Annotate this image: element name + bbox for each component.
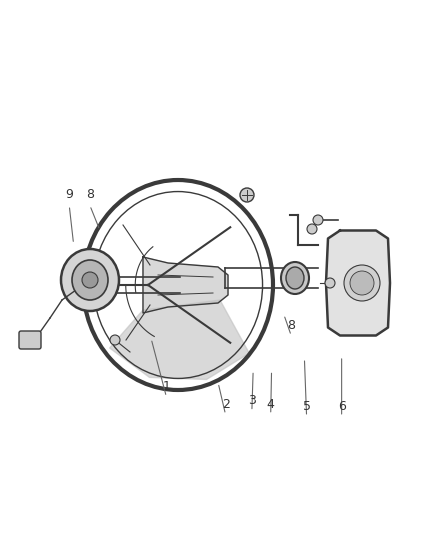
Text: 6: 6 (338, 400, 346, 413)
Circle shape (350, 271, 374, 295)
Circle shape (307, 224, 317, 234)
Polygon shape (326, 230, 390, 335)
Circle shape (240, 188, 254, 202)
Ellipse shape (61, 249, 119, 311)
FancyBboxPatch shape (19, 331, 41, 349)
Circle shape (325, 278, 335, 288)
Text: 8: 8 (86, 188, 94, 201)
Ellipse shape (286, 267, 304, 289)
Circle shape (313, 215, 323, 225)
Circle shape (344, 265, 380, 301)
Text: 9: 9 (65, 188, 73, 201)
Ellipse shape (72, 260, 108, 300)
Circle shape (110, 335, 120, 345)
Text: 1: 1 (162, 380, 170, 393)
Text: 2: 2 (222, 398, 230, 410)
Text: 3: 3 (248, 394, 256, 407)
Polygon shape (110, 300, 249, 379)
Circle shape (82, 272, 98, 288)
Text: 5: 5 (303, 400, 311, 413)
Ellipse shape (281, 262, 309, 294)
Polygon shape (143, 257, 228, 313)
Text: 8: 8 (287, 319, 295, 332)
Text: 4: 4 (267, 398, 275, 410)
